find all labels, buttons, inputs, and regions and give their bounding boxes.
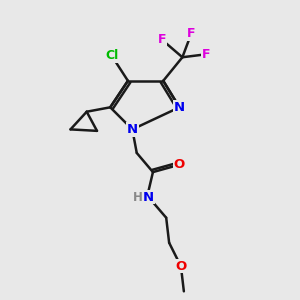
Text: N: N: [127, 123, 138, 136]
Text: N: N: [174, 101, 185, 114]
Text: O: O: [174, 158, 185, 171]
Text: F: F: [158, 33, 166, 46]
Text: F: F: [202, 48, 210, 61]
Text: N: N: [143, 190, 154, 204]
Text: F: F: [187, 27, 196, 40]
Text: Cl: Cl: [105, 49, 118, 62]
Text: O: O: [175, 260, 187, 273]
Text: H: H: [133, 190, 143, 204]
